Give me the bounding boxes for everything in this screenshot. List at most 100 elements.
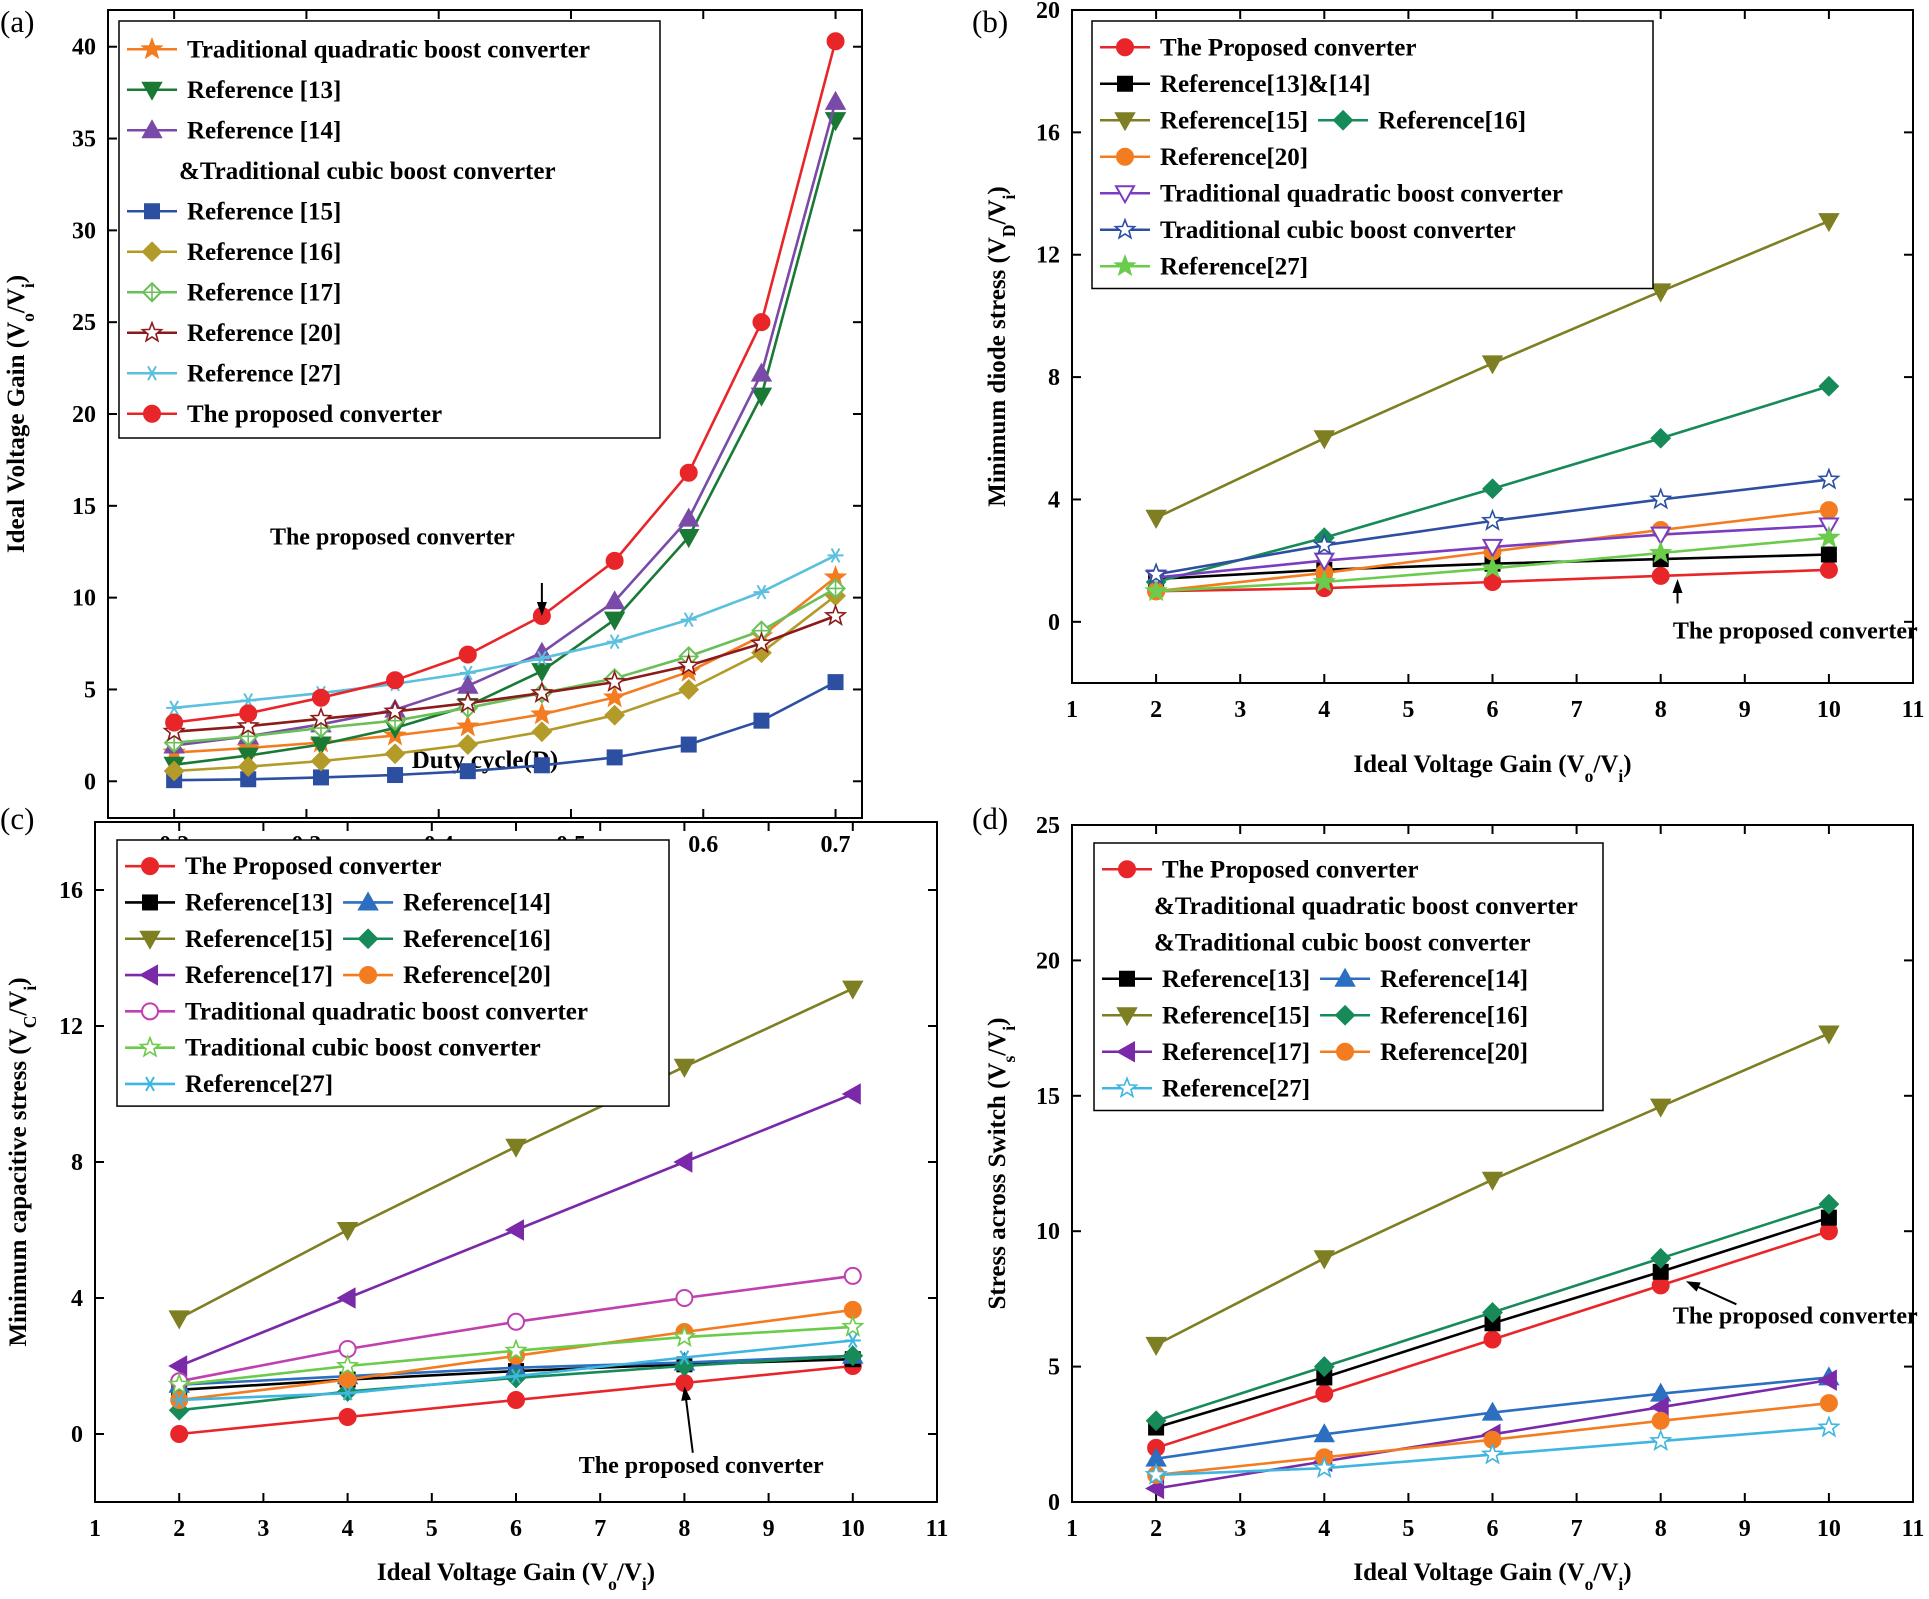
data-point-reference-16 [604,704,626,726]
data-point-reference-15 [336,1222,359,1242]
legend-marker [357,928,379,950]
legend-marker [141,857,159,876]
series-line-the-proposed-converter [173,40,837,724]
data-point-reference-16 [1650,1247,1672,1269]
x-tick-label: 6 [1487,697,1499,723]
data-point-reference-27 [508,1368,524,1384]
legend-marker [143,404,161,423]
x-tick-label: 5 [1402,697,1414,723]
data-point-traditional-cubic-boost-converter [167,1372,191,1395]
legend-marker [1115,1076,1139,1099]
legend-marker [1117,75,1133,92]
data-point-the-proposed-converter [679,463,698,482]
legend-item-traditional-cubic-boost-converter: Traditional cubic boost converter [125,1035,541,1062]
data-point-traditional-quadratic-boost-converter [507,1312,525,1331]
data-point-the-proposed-converter [338,1408,357,1426]
data-point-reference-27 [1817,1415,1841,1438]
legend-marker [141,241,163,263]
annotation-label: The proposed converter [1673,1303,1918,1329]
data-point-traditional-quadratic-boost-converter [530,702,554,725]
y-axis-title: Ideal Voltage Gain (Vo/Vi) [3,275,38,553]
data-point-reference-27 [1480,1442,1505,1465]
legend-item-reference-20: Reference [20] [127,320,341,347]
data-point-reference-15 [168,1310,190,1330]
legend-label: Reference[27] [1160,253,1308,280]
legend-label: Reference[16] [1380,1002,1528,1029]
data-point-reference-14 [1649,1382,1672,1402]
x-tick-label: 0.6 [688,832,718,858]
data-point-reference-27 [1649,1428,1673,1452]
y-tick-label: 4 [1048,487,1060,513]
data-point-traditional-cubic-boost-converter [1480,508,1505,531]
annotation-arrow-head [536,602,547,616]
data-point-reference-17 [673,1151,693,1173]
data-point-reference-15 [827,674,844,691]
x-tick-label: 11 [926,1516,949,1542]
legend-marker [141,119,163,139]
legend-marker [1334,1004,1356,1026]
data-point-reference-14 [1313,1423,1336,1443]
data-point-reference-16 [310,750,332,772]
legend-marker [1113,217,1137,240]
legend-label: Reference[20] [403,962,551,989]
x-tick-label: 6 [1487,1516,1499,1542]
annotation-label: The proposed converter [270,524,515,550]
data-point-reference-16 [842,1345,864,1367]
data-point-the-proposed-converter [605,551,624,570]
data-point-traditional-quadratic-boost-converter [677,659,701,682]
data-point-reference-20 [1819,501,1838,520]
y-tick-label: 10 [1036,1219,1060,1245]
data-point-reference-17 [1145,1477,1165,1500]
x-tick-label: 9 [1739,1516,1751,1542]
legend-label: Reference[17] [1162,1039,1310,1066]
legend-marker [357,891,379,911]
legend-label: Reference[27] [1162,1075,1310,1102]
data-point-the-proposed-converter [239,704,258,723]
data-point-reference-27 [1480,556,1505,579]
data-point-reference-27 [1144,578,1168,602]
legend-marker [1332,109,1354,131]
legend-label: Traditional quadratic boost converter [1160,180,1563,207]
x-tick-label: 1 [1066,1516,1078,1542]
data-point-reference-13 [531,663,553,683]
data-point-reference-27 [606,634,623,650]
data-point-reference-17 [168,1355,188,1377]
legend-box [118,20,661,439]
legend-marker [138,964,158,986]
legend: The Proposed converter Reference[13]&[14]… [1091,20,1654,290]
data-point-reference-14 [1481,1401,1504,1421]
y-tick-label: 8 [71,1150,83,1176]
data-point-reference-15 [505,1138,527,1158]
data-point-reference-16 [237,756,259,777]
chart-panel-a: (a)0.20.30.40.50.60.70510152025303540Dut… [0,4,863,858]
legend-marker [141,281,163,303]
legend-label: Reference[15] [1162,1002,1310,1029]
data-point-reference-15 [1649,1098,1672,1118]
data-point-reference-20 [456,690,480,714]
x-tick-label: 2 [1150,697,1162,723]
series-line-reference-17 [173,587,837,744]
legend-marker [1336,1042,1355,1061]
data-point-reference-16 [531,721,553,743]
x-tick-label: 5 [426,1516,438,1542]
data-point-reference-17 [504,1219,524,1241]
legend-item-reference-27: Reference [27] [127,360,341,387]
legend-label: Reference[27] [185,1071,333,1098]
y-tick-label: 10 [72,586,96,612]
data-point-the-proposed-converter-traditional-quadratic-boost-converter-traditional-cubic-boost-converter [1483,1330,1502,1349]
legend-item-the-proposed-converter: The Proposed converter [1100,34,1416,61]
x-tick-label: 4 [1318,697,1330,723]
data-point-the-proposed-converter [170,1425,189,1443]
panel-label: (a) [0,4,34,39]
legend-marker [1116,147,1134,166]
data-point-traditional-cubic-boost-converter [335,1353,360,1376]
annotation-arrow-shaft [1696,1285,1737,1306]
data-point-reference-15 [1145,1336,1167,1356]
panel-label: (b) [972,4,1008,39]
legend-label: Traditional quadratic boost converter [185,998,588,1025]
legend-label: Reference [27] [187,360,341,387]
legend-label: Reference[15] [185,926,333,953]
y-tick-label: 20 [72,402,96,428]
legend-item-traditional-cubic-boost-converter: &Traditional cubic boost converter [179,158,556,185]
